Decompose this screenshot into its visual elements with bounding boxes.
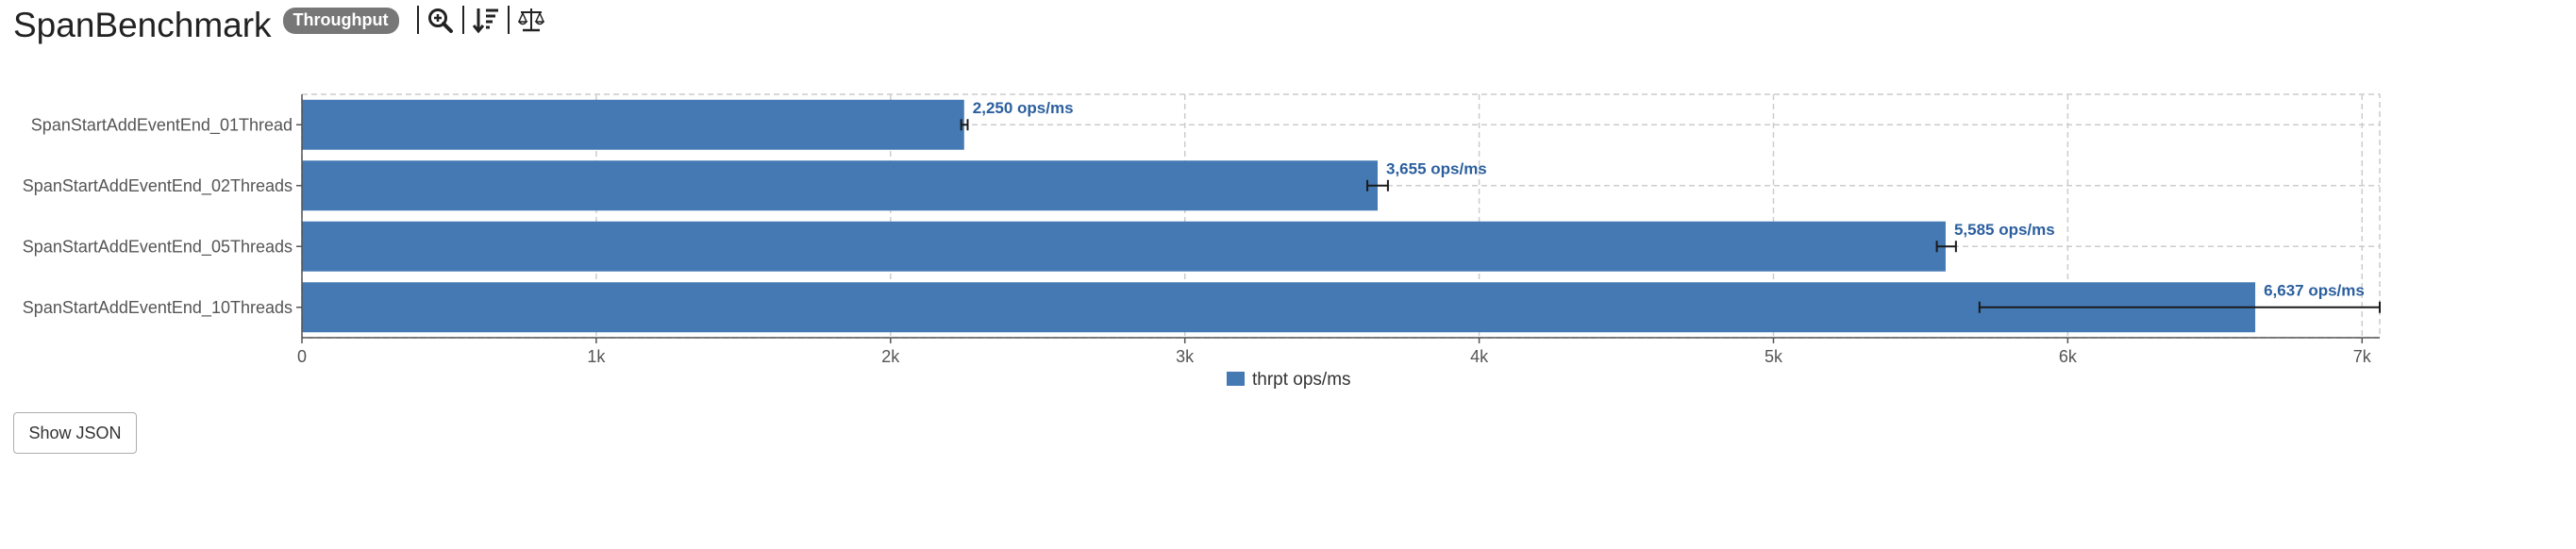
x-tick-label: 5k xyxy=(1765,347,1783,366)
bar xyxy=(302,99,964,150)
x-tick-label: 3k xyxy=(1176,347,1195,366)
chart-svg: 2,250 ops/ms SpanStartAddEventEnd_01Threa… xyxy=(23,93,2381,390)
show-json-button[interactable]: Show JSON xyxy=(13,412,137,454)
legend-label: thrpt ops/ms xyxy=(1252,370,1351,390)
bar-value-label: 5,585 ops/ms xyxy=(1954,221,2055,239)
compare-icon[interactable] xyxy=(517,6,544,34)
toolbar-divider xyxy=(507,5,510,34)
bar xyxy=(302,221,1946,272)
y-tick-label: SpanStartAddEventEnd_05Threads xyxy=(23,237,293,257)
y-tick-label: SpanStartAddEventEnd_02Threads xyxy=(23,176,293,196)
throughput-chart: 2,250 ops/ms SpanStartAddEventEnd_01Threa… xyxy=(0,85,2576,415)
x-tick-label: 0 xyxy=(297,347,307,366)
legend-swatch xyxy=(1227,372,1245,386)
page-title: SpanBenchmark xyxy=(13,6,272,44)
header: SpanBenchmark Throughput xyxy=(13,5,544,44)
x-tick-label: 6k xyxy=(2059,347,2078,366)
bar-value-label: 6,637 ops/ms xyxy=(2264,281,2365,299)
toolbar-divider xyxy=(416,5,419,34)
zoom-icon[interactable] xyxy=(427,6,454,34)
bar-value-label: 2,250 ops/ms xyxy=(973,99,1074,117)
toolbar-divider xyxy=(461,5,464,34)
sort-icon[interactable] xyxy=(472,6,499,34)
y-tick-label: SpanStartAddEventEnd_01Thread xyxy=(31,115,293,135)
bar-value-label: 3,655 ops/ms xyxy=(1386,159,1487,177)
x-tick-label: 2k xyxy=(881,347,900,366)
x-tick-label: 4k xyxy=(1470,347,1489,366)
bar xyxy=(302,160,1378,211)
y-tick-label: SpanStartAddEventEnd_10Threads xyxy=(23,298,293,318)
x-tick-label: 7k xyxy=(2353,347,2372,366)
mode-badge: Throughput xyxy=(282,7,399,34)
bar xyxy=(302,282,2256,333)
x-tick-label: 1k xyxy=(587,347,606,366)
